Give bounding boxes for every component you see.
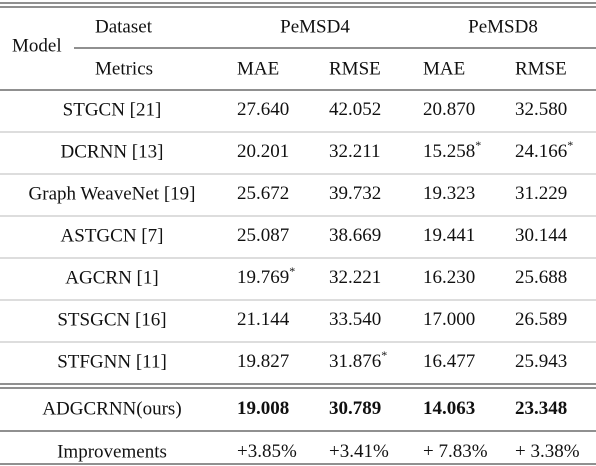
cell-value: 23.348 xyxy=(515,398,567,419)
cell-value: 20.870 xyxy=(423,99,475,120)
cell-value: 31.229 xyxy=(515,183,567,204)
cell: 26.589 xyxy=(515,309,567,330)
cell-value: 19.441 xyxy=(423,225,475,246)
cell: 19.323 xyxy=(423,183,475,204)
cell-value: 16.230 xyxy=(423,267,475,288)
cell: 16.230 xyxy=(423,267,475,288)
cell-value: 32.580 xyxy=(515,99,567,120)
cell: 32.580 xyxy=(515,99,567,120)
cell-value: 26.589 xyxy=(515,309,567,330)
cell: 20.870 xyxy=(423,99,475,120)
cell: 20.201 xyxy=(237,141,289,162)
cell-value: + 7.83% xyxy=(423,441,488,462)
cell-value: 25.672 xyxy=(237,183,289,204)
cell-value: 31.876 xyxy=(329,351,381,372)
cell: 32.211 xyxy=(329,141,381,162)
header: Model xyxy=(12,35,62,56)
cell-value: 17.000 xyxy=(423,309,475,330)
cell-marker: * xyxy=(475,138,481,152)
cell-value: 33.540 xyxy=(329,309,381,330)
cell-value: 39.732 xyxy=(329,183,381,204)
cell-value: 14.063 xyxy=(423,398,475,419)
cell: 19.008 xyxy=(237,398,289,419)
cell-value: 20.201 xyxy=(237,141,289,162)
model-name: STSGCN [16] xyxy=(57,309,166,330)
cell: 33.540 xyxy=(329,309,381,330)
model-name: ASTGCN [7] xyxy=(61,225,164,246)
cell-value: 30.789 xyxy=(329,398,381,419)
cell-value: 19.008 xyxy=(237,398,289,419)
cell-value: +3.41% xyxy=(329,441,389,462)
header: MAE xyxy=(423,58,465,79)
cell: 27.640 xyxy=(237,99,289,120)
cell: 25.943 xyxy=(515,351,567,372)
cell: +3.41% xyxy=(329,441,389,462)
header: MAE xyxy=(237,58,279,79)
cell-value: 15.258 xyxy=(423,141,475,162)
cell: 25.087 xyxy=(237,225,289,246)
cell: +3.85% xyxy=(237,441,297,462)
model-name: DCRNN [13] xyxy=(61,141,164,162)
cell-value: 25.943 xyxy=(515,351,567,372)
header: PeMSD8 xyxy=(468,16,538,37)
cell: 25.688 xyxy=(515,267,567,288)
cell-value: 38.669 xyxy=(329,225,381,246)
cell-value: 42.052 xyxy=(329,99,381,120)
cell: 31.229 xyxy=(515,183,567,204)
cell: + 7.83% xyxy=(423,441,488,462)
cell-value: 16.477 xyxy=(423,351,475,372)
cell-value: 25.087 xyxy=(237,225,289,246)
cell: 19.769* xyxy=(237,264,295,289)
cell: 30.789 xyxy=(329,398,381,419)
header: RMSE xyxy=(515,58,567,79)
cell-value: 24.166 xyxy=(515,141,567,162)
header: PeMSD4 xyxy=(280,16,350,37)
model-name: STGCN [21] xyxy=(63,99,162,120)
cell-marker: * xyxy=(381,348,387,362)
cell: 31.876* xyxy=(329,348,387,373)
cell: 21.144 xyxy=(237,309,290,330)
cell-value: 19.769 xyxy=(237,267,289,288)
model-name: ADGCRNN(ours) xyxy=(42,398,181,419)
cell: 16.477 xyxy=(423,351,475,372)
cell: 39.732 xyxy=(329,183,381,204)
cell: 30.144 xyxy=(515,225,568,246)
cell-marker: * xyxy=(289,264,295,278)
model-name: STFGNN [11] xyxy=(57,351,167,372)
header: Metrics xyxy=(95,58,153,79)
cell-value: 19.323 xyxy=(423,183,475,204)
header: Dataset xyxy=(95,16,153,37)
cell: 15.258* xyxy=(423,138,481,163)
cell: 19.827 xyxy=(237,351,289,372)
cell: 19.441 xyxy=(423,225,475,246)
cell-value: 19.827 xyxy=(237,351,289,372)
cell: 38.669 xyxy=(329,225,381,246)
cell: 23.348 xyxy=(515,398,567,419)
cell-value: 30.144 xyxy=(515,225,568,246)
cell-marker: * xyxy=(567,138,573,152)
model-name: Improvements xyxy=(57,441,167,462)
cell-value: 21.144 xyxy=(237,309,290,330)
cell-value: 32.221 xyxy=(329,267,381,288)
cell: 14.063 xyxy=(423,398,475,419)
cell: 32.221 xyxy=(329,267,381,288)
cell-value: 25.688 xyxy=(515,267,567,288)
cell: + 3.38% xyxy=(515,441,580,462)
cell-value: 32.211 xyxy=(329,141,381,162)
header: RMSE xyxy=(329,58,381,79)
cell-value: 27.640 xyxy=(237,99,289,120)
model-name: AGCRN [1] xyxy=(65,267,158,288)
cell: 25.672 xyxy=(237,183,289,204)
cell: 42.052 xyxy=(329,99,381,120)
cell-value: +3.85% xyxy=(237,441,297,462)
cell: 24.166* xyxy=(515,138,573,163)
model-name: Graph WeaveNet [19] xyxy=(29,183,196,204)
cell-value: + 3.38% xyxy=(515,441,580,462)
cell: 17.000 xyxy=(423,309,475,330)
